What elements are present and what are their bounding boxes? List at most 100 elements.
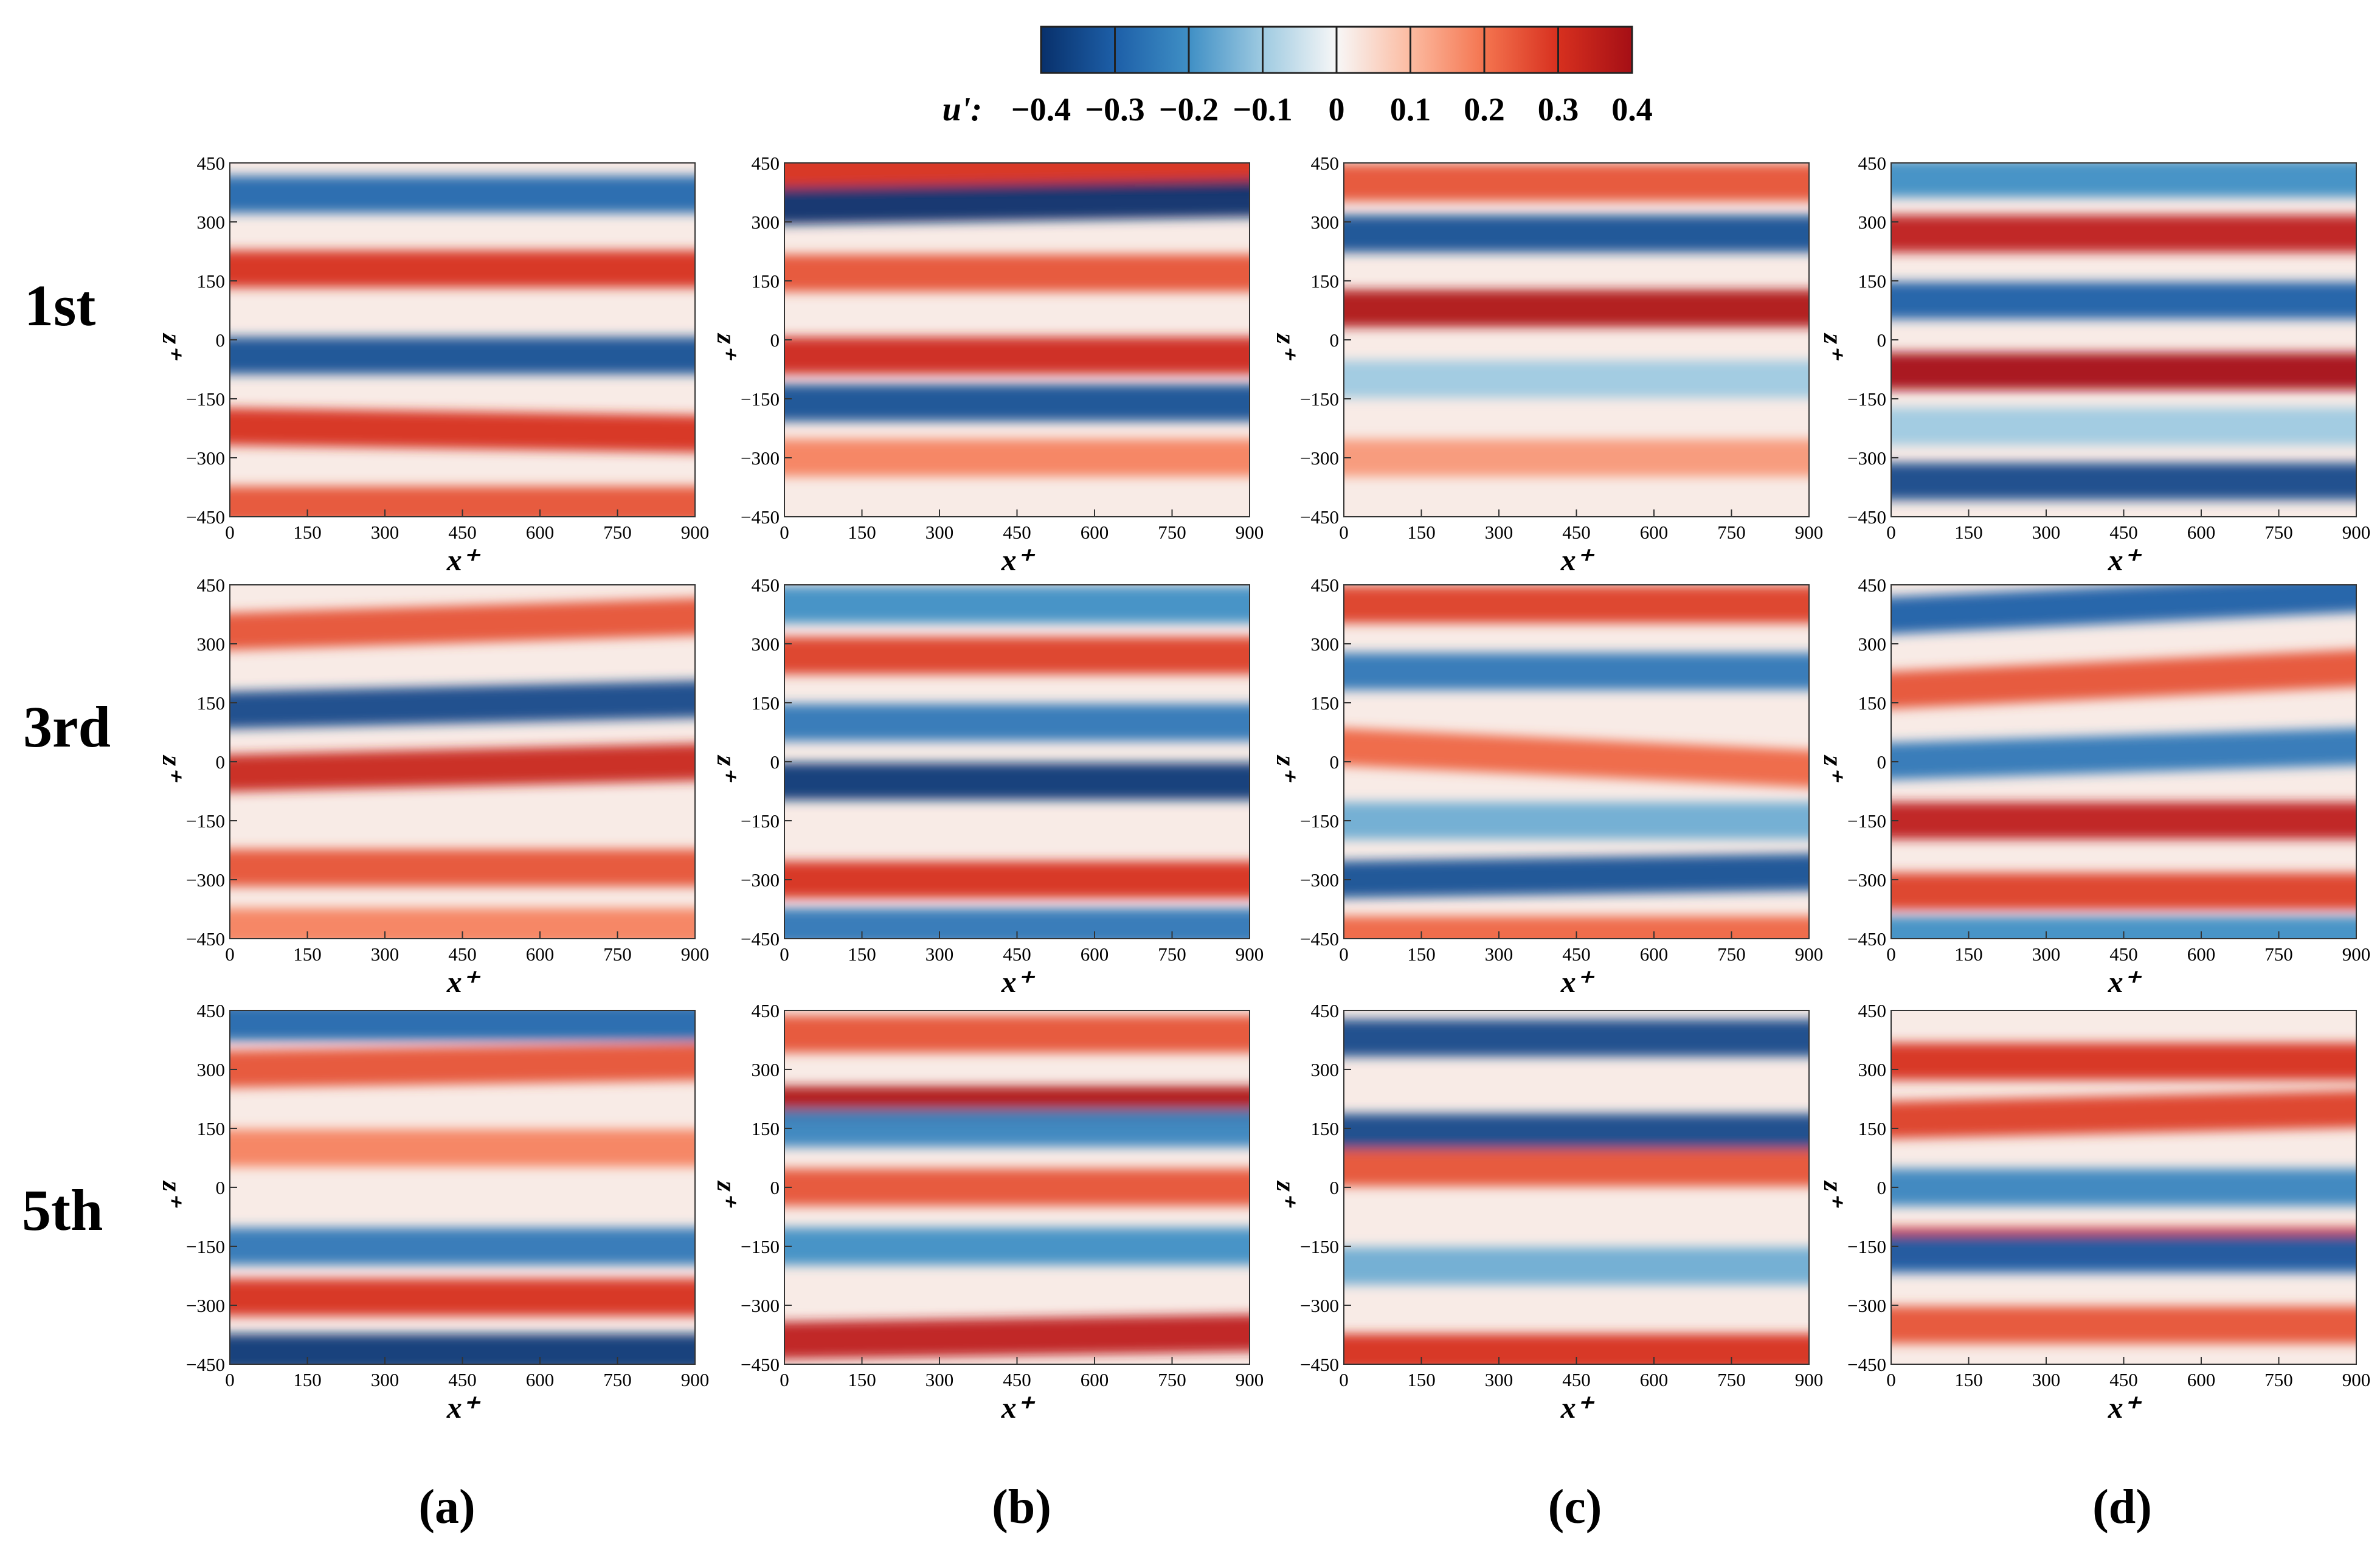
x-tick-label: 300 <box>371 944 400 965</box>
streak-band <box>784 1168 1250 1206</box>
y-tick-labels: 450 300 150 0 −150 −300 −450 <box>1847 153 1898 528</box>
colorbar-tick-label: 0.3 <box>1538 91 1579 128</box>
x-tick-label: 450 <box>1003 522 1031 543</box>
x-tick-label: 150 <box>848 1369 876 1390</box>
x-axis-label: x⁺ <box>1001 1390 1036 1424</box>
x-tick-label: 150 <box>848 522 876 543</box>
x-tick-labels: 0 150 300 450 600 750 900 <box>780 931 1264 965</box>
x-tick-label: 300 <box>2032 944 2061 965</box>
x-tick-label: 150 <box>848 944 876 965</box>
y-tick-label: 300 <box>752 1059 780 1080</box>
x-tick-label: 0 <box>780 1369 789 1390</box>
panel-3rd-d: 0 150 300 450 600 750 900 450 300 150 0 −150 −300 −45… <box>1818 575 2371 999</box>
y-tick-label: −450 <box>1847 928 1886 950</box>
x-tick-label: 750 <box>1158 522 1186 543</box>
x-tick-labels: 0 150 300 450 600 750 900 <box>1339 509 1823 543</box>
x-axis-label: x⁺ <box>2108 1390 2142 1424</box>
colorbar-tick-label: −0.4 <box>1011 91 1071 128</box>
y-tick-label: −300 <box>1847 1295 1886 1316</box>
x-tick-label: 900 <box>681 522 710 543</box>
x-tick-label: 600 <box>1081 1369 1109 1390</box>
panel-field-background <box>1344 1010 1809 1364</box>
x-tick-label: 0 <box>225 944 235 965</box>
y-tick-label: 450 <box>197 1000 226 1021</box>
x-axis-label: x⁺ <box>1560 1390 1595 1424</box>
streak-band <box>230 1334 695 1364</box>
y-axis-label: z⁺ <box>1271 1180 1301 1208</box>
y-tick-labels: 450 300 150 0 −150 −300 −450 <box>741 1000 792 1375</box>
x-tick-label: 750 <box>1158 1369 1186 1390</box>
y-tick-label: −150 <box>1300 1236 1339 1257</box>
x-axis-label: x⁺ <box>446 543 481 577</box>
x-tick-label: 900 <box>1795 522 1824 543</box>
y-tick-label: 300 <box>1311 1059 1340 1080</box>
row-label-1st: 1st <box>24 273 95 338</box>
x-tick-labels: 0 150 300 450 600 750 900 <box>780 1357 1264 1390</box>
streak-band <box>1891 728 2356 780</box>
x-tick-label: 900 <box>1795 1369 1824 1390</box>
y-tick-label: −450 <box>741 928 780 950</box>
column-labels: (a) (b) (c) (d) <box>418 1480 2152 1534</box>
x-tick-label: 150 <box>1407 944 1436 965</box>
x-tick-label: 600 <box>2187 1369 2216 1390</box>
streak-band <box>1344 1247 1809 1285</box>
x-tick-labels: 0 150 300 450 600 750 900 <box>1886 1357 2370 1390</box>
y-tick-label: −300 <box>1300 1295 1339 1316</box>
streak-band <box>1344 585 1809 623</box>
x-tick-label: 750 <box>2264 1369 2293 1390</box>
colorbar-tick-label: 0.1 <box>1390 91 1431 128</box>
x-tick-label: 750 <box>2264 944 2293 965</box>
streak-band <box>784 180 1250 225</box>
panel-grid: 0 150 300 450 600 750 900 450 300 150 0 −150 −300 −45… <box>157 153 2371 1424</box>
y-tick-label: −150 <box>1300 388 1339 410</box>
y-axis-label: z⁺ <box>1818 754 1848 782</box>
column-label-c: (c) <box>1548 1480 1602 1534</box>
y-tick-label: 150 <box>1311 692 1340 714</box>
y-tick-labels: 450 300 150 0 −150 −300 −450 <box>1847 575 1898 950</box>
streak-band <box>1891 407 2356 445</box>
y-tick-label: 300 <box>1858 212 1887 233</box>
y-axis-label: z⁺ <box>711 333 741 361</box>
y-tick-label: −150 <box>741 388 780 410</box>
streak-band <box>1344 439 1809 477</box>
x-tick-labels: 0 150 300 450 600 750 900 <box>225 1357 709 1390</box>
x-tick-label: 300 <box>2032 522 2061 543</box>
x-tick-label: 300 <box>2032 1369 2061 1390</box>
x-tick-label: 150 <box>1954 522 1983 543</box>
x-tick-label: 300 <box>925 522 954 543</box>
x-tick-label: 900 <box>1236 522 1264 543</box>
streak-band <box>1891 649 2356 709</box>
streak-band <box>784 1015 1250 1053</box>
y-tick-label: 0 <box>770 751 780 773</box>
x-tick-label: 450 <box>2109 944 2138 965</box>
y-tick-label: 150 <box>752 1118 780 1139</box>
x-tick-label: 150 <box>1954 944 1983 965</box>
y-tick-label: 300 <box>1311 212 1340 233</box>
y-tick-label: 0 <box>1330 330 1340 351</box>
streak-band <box>1891 463 2356 500</box>
y-axis-label: z⁺ <box>1271 333 1301 361</box>
panel-3rd-c: 0 150 300 450 600 750 900 450 300 150 0 −150 −300 −45… <box>1271 575 1823 999</box>
x-tick-label: 0 <box>1339 944 1349 965</box>
x-tick-label: 600 <box>526 1369 555 1390</box>
y-tick-labels: 450 300 150 0 −150 −300 −450 <box>1847 1000 1898 1375</box>
y-tick-label: 0 <box>1877 751 1887 773</box>
colorbar-tick-label: −0.1 <box>1233 91 1292 128</box>
y-axis-label: z⁺ <box>157 754 187 782</box>
y-tick-label: −150 <box>1847 388 1886 410</box>
row-label-5th: 5th <box>22 1178 103 1243</box>
streak-band <box>784 861 1250 899</box>
y-tick-label: −150 <box>186 810 225 832</box>
x-tick-label: 900 <box>2342 944 2371 965</box>
panel-1st-a: 0 150 300 450 600 750 900 450 300 150 0 −150 −300 −45… <box>157 153 710 577</box>
panel-1st-b: 0 150 300 450 600 750 900 450 300 150 0 −150 −300 −45… <box>711 153 1264 577</box>
x-tick-labels: 0 150 300 450 600 750 900 <box>1886 509 2370 543</box>
y-tick-label: −150 <box>1300 810 1339 832</box>
y-tick-label: −300 <box>186 1295 225 1316</box>
x-tick-label: 600 <box>526 944 555 965</box>
x-tick-label: 450 <box>448 1369 477 1390</box>
y-tick-label: −300 <box>1847 447 1886 469</box>
panel-5th-c: 0 150 300 450 600 750 900 450 300 150 0 −150 −300 −45… <box>1271 1000 1824 1424</box>
y-tick-label: 300 <box>197 212 226 233</box>
